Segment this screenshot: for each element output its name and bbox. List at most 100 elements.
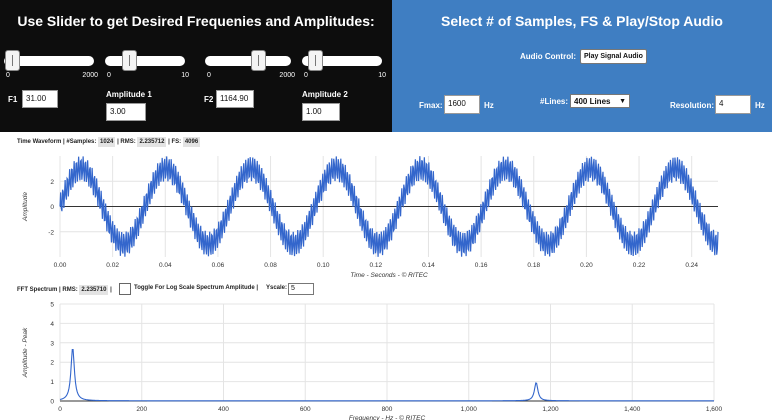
resolution-label: Resolution:: [670, 101, 714, 110]
fmax-input[interactable]: 1600: [444, 95, 480, 114]
chevron-down-icon: ▼: [619, 98, 626, 105]
lines-label: #Lines:: [540, 97, 569, 106]
fft-spectrum-line: [59, 348, 714, 402]
f2-label: F2: [204, 95, 214, 104]
fft-spectrum-chart: 0 200 400 600 800 1,000 1,200 1,400 1,600 5 4 3 2 1 0 F…: [0, 298, 772, 420]
fft-rms-value: 2.235710: [79, 285, 109, 295]
amplitude2-slider[interactable]: 0 10: [302, 49, 386, 79]
time-y-tick-label: 0: [50, 204, 54, 211]
fft-x-tick-label: 0: [58, 406, 62, 413]
fft-y-tick-label: 5: [50, 302, 54, 309]
f1-slider-max: 2000: [82, 72, 98, 79]
audio-control-label: Audio Control:: [520, 52, 576, 61]
amplitude1-slider-thumb[interactable]: [122, 50, 137, 71]
time-x-tick-label: 0.00: [54, 262, 67, 269]
fmax-label: Fmax:: [419, 101, 443, 110]
resolution-input[interactable]: 4: [715, 95, 751, 114]
fft-y-tick-label: 2: [50, 360, 54, 367]
play-signal-audio-button[interactable]: Play Signal Audio: [580, 49, 647, 64]
amplitude2-value-field[interactable]: 1.00: [302, 103, 340, 121]
f1-label: F1: [8, 95, 18, 104]
time-y-tick-label: -2: [48, 229, 54, 236]
time-rms-value: 2.235712: [137, 137, 167, 147]
fmax-unit: Hz: [484, 101, 494, 110]
yscale-label: Yscale:: [266, 285, 288, 291]
fft-y-tick-label: 3: [50, 340, 54, 347]
time-waveform-line: [59, 156, 719, 257]
time-x-tick-label: 0.06: [212, 262, 225, 269]
f1-slider[interactable]: 0 2000: [4, 49, 98, 79]
time-rms-label: | RMS:: [117, 139, 136, 145]
time-x-tick-label: 0.04: [159, 262, 172, 269]
amplitude1-value-field[interactable]: 3.00: [106, 103, 146, 121]
left-panel-title: Use Slider to get Desired Frequenies and…: [17, 13, 375, 29]
time-x-tick-label: 0.14: [422, 262, 435, 269]
log-scale-toggle-text: Toggle For Log Scale Spectrum Amplitude …: [134, 285, 258, 291]
amplitude1-slider-track: [105, 56, 185, 66]
time-waveform-svg: 0.00 0.02 0.04 0.06 0.08 0.10 0.12 0.14 0.16 0.18…: [22, 156, 719, 279]
f2-slider-thumb[interactable]: [251, 50, 266, 71]
time-waveform-info: Time Waveform | #Samples: 1024 | RMS: 2.…: [17, 137, 201, 147]
f2-value-field[interactable]: 1164.90: [216, 90, 254, 108]
f1-slider-track: [4, 56, 94, 66]
amplitude1-label: Amplitude 1: [106, 90, 152, 99]
fft-info: FFT Spectrum | RMS: 2.235710 |: [17, 285, 112, 295]
yscale-info: Yscale:: [266, 285, 287, 291]
time-x-tick-label: 0.08: [264, 262, 277, 269]
fs-label: | FS:: [168, 139, 182, 145]
fft-rms-label: RMS:: [62, 287, 78, 293]
fft-y-tick-label: 1: [50, 379, 54, 386]
yscale-input[interactable]: 5: [288, 283, 314, 295]
frequency-controls-panel: Use Slider to get Desired Frequenies and…: [0, 0, 392, 132]
amplitude2-label: Amplitude 2: [302, 90, 348, 99]
fft-x-axis-label: Frequency - Hz - © RITEC: [349, 414, 426, 420]
fft-y-tick-label: 0: [50, 399, 54, 406]
fft-x-tick-label: 1,200: [542, 406, 559, 413]
lines-select-value: 400 Lines: [574, 97, 611, 106]
time-x-tick-label: 0.16: [475, 262, 488, 269]
time-x-tick-label: 0.22: [633, 262, 646, 269]
time-x-tick-label: 0.20: [580, 262, 593, 269]
time-waveform-title: Time Waveform | #Samples:: [17, 139, 97, 145]
fft-x-tick-label: 1,000: [461, 406, 478, 413]
f1-slider-thumb[interactable]: [5, 50, 20, 71]
f2-slider[interactable]: 0 2000: [205, 49, 295, 79]
log-scale-toggle-label: Toggle For Log Scale Spectrum Amplitude …: [134, 285, 259, 291]
fft-x-tick-label: 1,400: [624, 406, 641, 413]
time-x-tick-label: 0.18: [527, 262, 540, 269]
fft-x-tick-label: 1,600: [706, 406, 723, 413]
time-x-tick-label: 0.10: [317, 262, 330, 269]
fft-spectrum-svg: 0 200 400 600 800 1,000 1,200 1,400 1,600 5 4 3 2 1 0 F…: [22, 302, 723, 420]
amplitude2-slider-thumb[interactable]: [308, 50, 323, 71]
time-x-axis-label: Time - Seconds - © RITEC: [350, 271, 428, 279]
amplitude1-slider-max: 10: [181, 72, 189, 79]
log-scale-checkbox[interactable]: [119, 283, 131, 295]
f2-slider-min: 0: [207, 72, 211, 79]
amplitude2-slider-max: 10: [378, 72, 386, 79]
fft-y-axis-label: Amplitude - Peak: [22, 327, 29, 378]
fft-x-tick-label: 400: [218, 406, 229, 413]
amplitude2-slider-track: [302, 56, 382, 66]
fft-y-tick-label: 4: [50, 321, 54, 328]
f1-value-field[interactable]: 31.00: [22, 90, 58, 108]
amplitude1-slider[interactable]: 0 10: [105, 49, 189, 79]
fft-x-tick-label: 600: [300, 406, 311, 413]
time-x-tick-label: 0.02: [106, 262, 119, 269]
fft-title: FFT Spectrum |: [17, 287, 61, 293]
resolution-unit: Hz: [755, 101, 765, 110]
fs-value: 4096: [182, 137, 201, 147]
audio-settings-panel: Select # of Samples, FS & Play/Stop Audi…: [392, 0, 772, 132]
samples-count: 1024: [98, 137, 116, 147]
amplitude1-slider-min: 0: [107, 72, 111, 79]
amplitude2-slider-min: 0: [304, 72, 308, 79]
time-x-tick-label: 0.24: [685, 262, 698, 269]
lines-select[interactable]: 400 Lines ▼: [570, 94, 630, 108]
f2-slider-track: [205, 56, 291, 66]
fft-separator: |: [110, 287, 112, 293]
time-y-tick-label: 2: [50, 179, 54, 186]
time-waveform-chart: 0.00 0.02 0.04 0.06 0.08 0.10 0.12 0.14 0.16 0.18…: [0, 150, 772, 280]
time-y-axis-label: Amplitude: [22, 192, 29, 222]
right-panel-title: Select # of Samples, FS & Play/Stop Audi…: [441, 13, 723, 29]
f1-slider-min: 0: [6, 72, 10, 79]
fft-x-tick-label: 800: [382, 406, 393, 413]
